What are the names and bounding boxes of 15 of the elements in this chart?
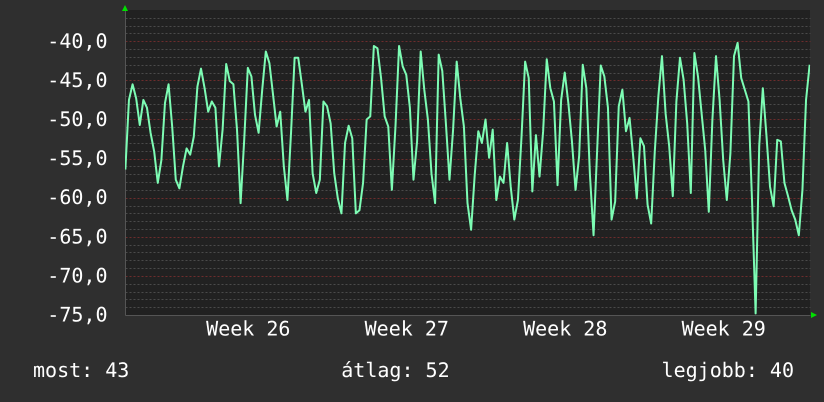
y-tick-label: -65,0 (47, 224, 108, 248)
x-tick-label: Week 29 (682, 316, 766, 340)
y-tick-label: -45,0 (47, 68, 108, 92)
y-tick-label: -75,0 (47, 302, 108, 326)
y-tick-label: -70,0 (47, 263, 108, 288)
y-tick-label: -50,0 (47, 106, 108, 131)
y-tick-label: -60,0 (47, 185, 108, 210)
y-tick-label: -55,0 (47, 146, 108, 170)
x-tick-label: Week 27 (364, 316, 449, 340)
x-tick-label: Week 28 (523, 316, 608, 340)
y-tick-label: -40,0 (47, 28, 108, 53)
text: most: 43 (33, 358, 130, 382)
text: átlag: 52 (341, 358, 450, 382)
text: legjobb: 40 (662, 358, 794, 382)
x-tick-label: Week 26 (206, 316, 290, 340)
